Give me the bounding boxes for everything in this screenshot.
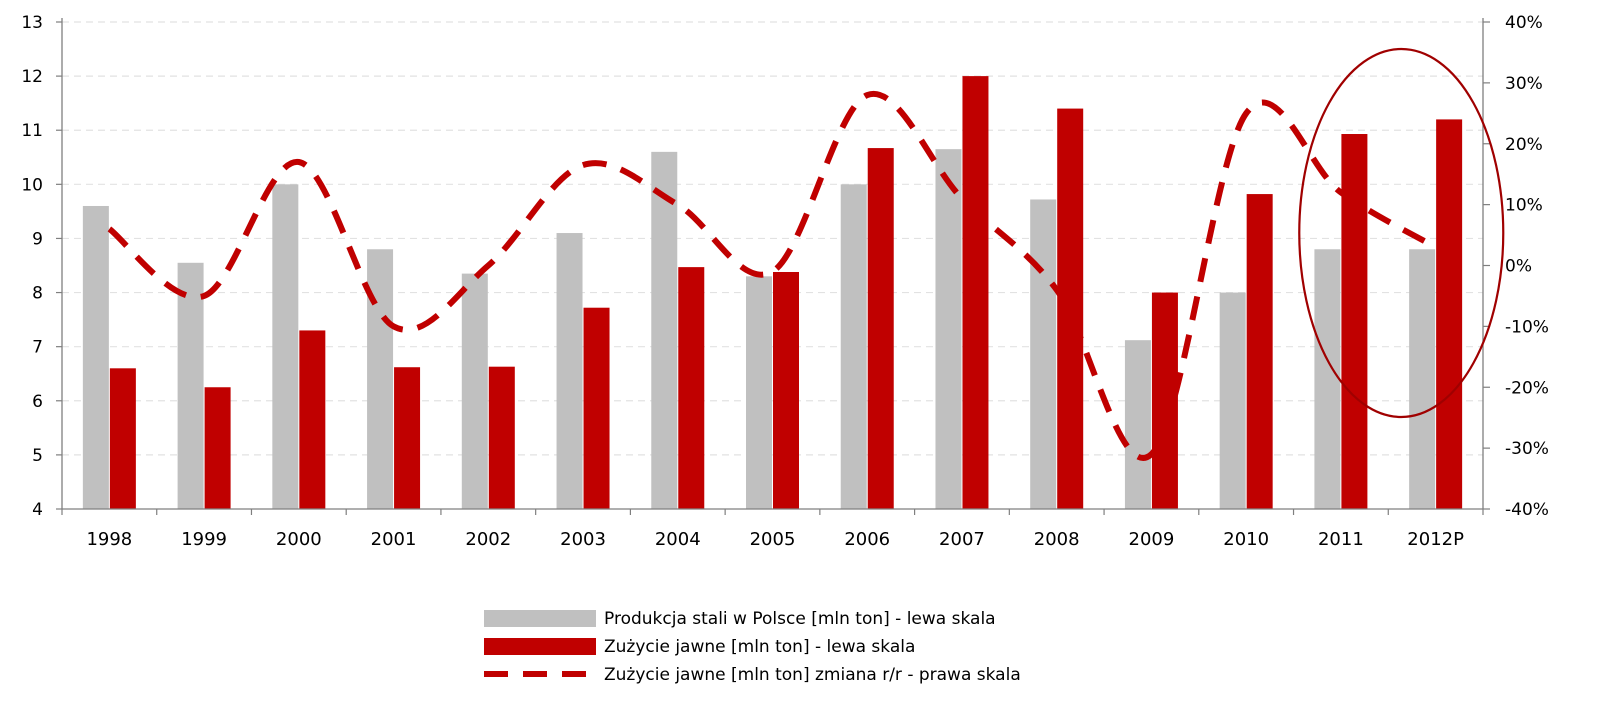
bar-consumption: [962, 76, 988, 509]
left-tick-label: 12: [21, 67, 43, 87]
bar-production: [1125, 340, 1151, 509]
bar-production: [272, 184, 298, 509]
bar-consumption: [394, 367, 420, 509]
bar-consumption: [1247, 194, 1273, 509]
bar-consumption: [584, 308, 610, 509]
x-tick-label: 2005: [750, 529, 796, 550]
legend-label-1: Produkcja stali w Polsce [mln ton] - lew…: [604, 609, 996, 629]
legend-label-3: Zużycie jawne [mln ton] zmiana r/r - pra…: [604, 665, 1021, 685]
bar-consumption: [1152, 293, 1178, 509]
bar-production: [841, 184, 867, 509]
bar-consumption: [1436, 119, 1462, 509]
bar-production: [557, 233, 583, 509]
bar-production: [746, 276, 772, 509]
legend-label-2: Zużycie jawne [mln ton] - lewa skala: [604, 637, 915, 657]
bar-production: [462, 274, 488, 509]
left-tick-label: 6: [32, 392, 43, 412]
left-tick-label: 8: [32, 284, 43, 304]
legend: Produkcja stali w Polsce [mln ton] - lew…: [484, 609, 1021, 685]
right-tick-label: -20%: [1505, 378, 1549, 398]
right-tick-label: -10%: [1505, 317, 1549, 337]
x-tick-label: 1999: [181, 529, 227, 550]
bar-consumption: [773, 272, 799, 509]
bar-consumption: [489, 367, 515, 509]
left-tick-label: 10: [21, 175, 43, 195]
left-tick-label: 5: [32, 446, 43, 466]
x-tick-label: 2003: [560, 529, 606, 550]
bar-consumption: [1341, 134, 1367, 509]
right-tick-label: -30%: [1505, 439, 1549, 459]
left-tick-label: 11: [21, 121, 43, 141]
bar-production: [1220, 293, 1246, 509]
x-tick-label: 2001: [371, 529, 417, 550]
left-tick-label: 7: [32, 338, 43, 358]
legend-swatch-1: [484, 610, 596, 627]
bar-production: [935, 149, 961, 509]
bar-production: [1314, 249, 1340, 509]
left-tick-label: 4: [32, 500, 43, 520]
bar-production: [83, 206, 109, 509]
right-tick-label: -40%: [1505, 500, 1549, 520]
bar-consumption: [110, 368, 136, 509]
x-tick-label: 2002: [465, 529, 511, 550]
bar-production: [651, 152, 677, 509]
x-tick-label: 2010: [1223, 529, 1269, 550]
right-tick-label: 40%: [1505, 13, 1543, 33]
x-tick-label: 2011: [1318, 529, 1364, 550]
x-tick-label: 2007: [939, 529, 985, 550]
right-tick-label: 10%: [1505, 196, 1543, 216]
x-tick-label: 2012P: [1407, 529, 1464, 550]
right-tick-label: 20%: [1505, 135, 1543, 155]
x-tick-label: 2004: [655, 529, 701, 550]
x-tick-label: 2000: [276, 529, 322, 550]
right-tick-label: 30%: [1505, 74, 1543, 94]
x-tick-label: 2006: [844, 529, 890, 550]
bar-production: [1030, 199, 1056, 509]
bar-production: [1409, 249, 1435, 509]
x-tick-label: 1998: [86, 529, 132, 550]
bar-consumption: [299, 330, 325, 509]
right-tick-label: 0%: [1505, 257, 1532, 277]
bar-production: [178, 263, 204, 509]
bar-consumption: [868, 148, 894, 509]
bar-consumption: [205, 387, 231, 509]
x-tick-label: 2009: [1129, 529, 1175, 550]
bar-consumption: [678, 267, 704, 509]
x-tick-label: 2008: [1034, 529, 1080, 550]
legend-swatch-2: [484, 638, 596, 655]
left-tick-label: 9: [32, 229, 43, 249]
left-tick-label: 13: [21, 13, 43, 33]
bar-consumption: [1057, 109, 1083, 509]
bar-production: [367, 249, 393, 509]
